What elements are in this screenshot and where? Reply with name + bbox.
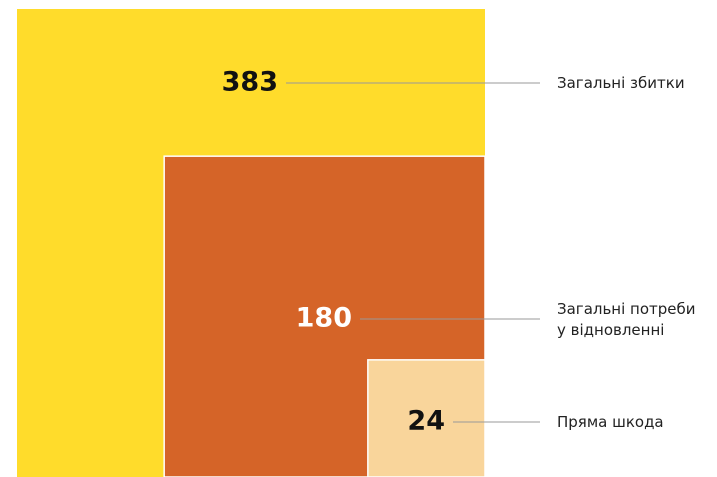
value-label: 24	[407, 406, 445, 437]
value-label: 180	[296, 303, 352, 334]
category-label: Загальні збитки	[557, 74, 685, 92]
value-label: 383	[222, 67, 278, 98]
category-label: Пряма шкода	[557, 413, 664, 431]
category-label: Загальні потреби у відновленні	[557, 300, 696, 339]
